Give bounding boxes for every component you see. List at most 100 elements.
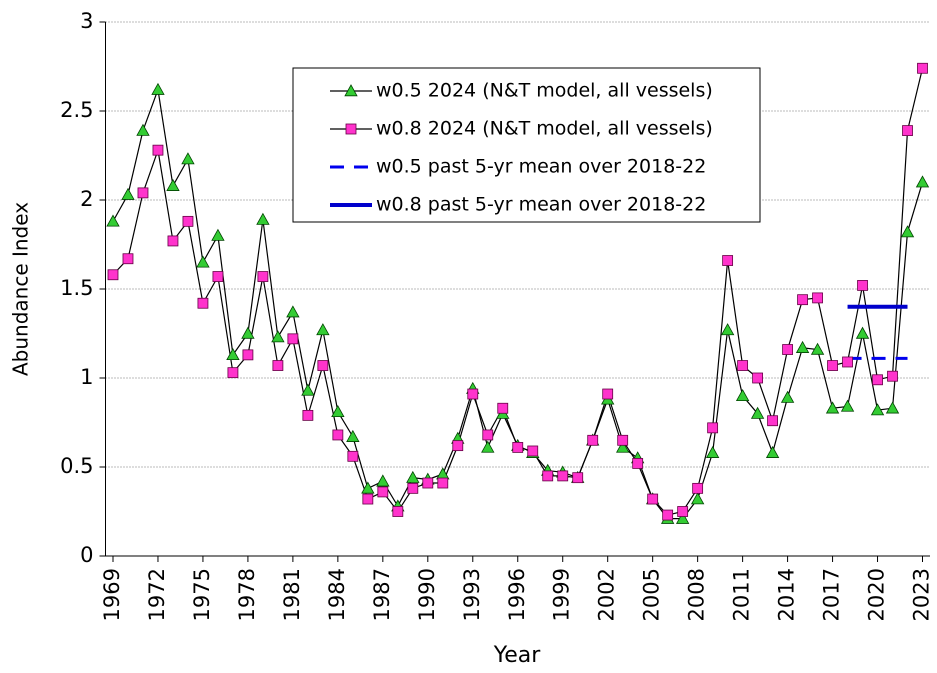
y-axis-label: Abundance Index xyxy=(9,202,33,376)
marker xyxy=(720,323,735,336)
marker xyxy=(137,187,149,199)
marker xyxy=(286,305,300,318)
marker xyxy=(482,429,494,441)
legend: w0.5 2024 (N&T model, all vessels) w0.8 2… xyxy=(292,67,761,223)
marker xyxy=(272,360,284,371)
marker xyxy=(377,486,389,498)
marker xyxy=(735,388,750,402)
marker xyxy=(527,445,539,457)
marker xyxy=(812,292,823,304)
marker xyxy=(467,388,479,400)
y-tick-label: 1.5 xyxy=(60,276,93,300)
marker xyxy=(825,401,840,414)
marker xyxy=(151,82,165,95)
marker xyxy=(750,406,765,419)
marker xyxy=(152,144,164,156)
y-tick-label: 0 xyxy=(80,543,93,567)
marker xyxy=(287,333,299,345)
marker xyxy=(107,269,119,281)
marker xyxy=(797,294,808,306)
marker xyxy=(602,388,614,400)
marker xyxy=(857,280,868,291)
marker xyxy=(840,399,855,412)
marker xyxy=(542,470,554,482)
marker xyxy=(885,401,900,414)
marker xyxy=(917,62,928,74)
x-axis-label: Year xyxy=(493,643,542,668)
marker xyxy=(870,403,885,416)
marker xyxy=(587,434,599,446)
marker xyxy=(345,123,357,135)
marker xyxy=(452,440,464,452)
marker xyxy=(632,458,644,469)
marker xyxy=(765,445,780,458)
marker xyxy=(271,330,285,343)
y-tick-label: 3 xyxy=(80,9,93,33)
marker xyxy=(767,415,778,427)
x-tick-label: 2020 xyxy=(865,568,889,621)
marker xyxy=(422,477,434,489)
marker xyxy=(900,225,915,238)
marker xyxy=(392,506,404,517)
x-tick-label: 1987 xyxy=(370,568,394,621)
marker xyxy=(887,370,898,382)
marker xyxy=(212,271,224,282)
marker xyxy=(647,493,659,505)
marker xyxy=(316,323,330,336)
marker xyxy=(780,390,795,403)
marker xyxy=(227,367,239,379)
marker xyxy=(855,326,870,339)
legend-box xyxy=(292,67,761,223)
marker xyxy=(346,429,360,442)
x-tick-label: 2023 xyxy=(910,568,934,621)
y-tick-label: 1 xyxy=(80,365,93,389)
legend-label: w0.5 past 5-yr mean over 2018-22 xyxy=(376,156,706,178)
legend-label: w0.8 past 5-yr mean over 2018-22 xyxy=(376,194,706,216)
x-tick-label: 2011 xyxy=(730,568,754,621)
x-tick-label: 1999 xyxy=(550,568,574,621)
x-tick-label: 1984 xyxy=(325,568,349,621)
marker xyxy=(810,342,825,355)
marker xyxy=(842,356,853,368)
marker xyxy=(782,344,793,355)
marker xyxy=(331,404,345,418)
marker xyxy=(690,492,705,505)
marker xyxy=(122,253,134,265)
x-tick-label: 2014 xyxy=(775,568,799,621)
marker xyxy=(197,297,209,309)
marker xyxy=(166,178,180,191)
marker xyxy=(344,84,358,97)
marker xyxy=(302,409,314,421)
marker xyxy=(915,175,930,188)
marker xyxy=(241,326,255,339)
marker xyxy=(557,470,569,482)
x-tick-label: 1975 xyxy=(190,568,214,621)
marker xyxy=(226,348,240,361)
marker xyxy=(347,450,359,462)
marker xyxy=(752,372,764,384)
x-tick-label: 2005 xyxy=(640,568,664,621)
x-tick-label: 1993 xyxy=(460,568,484,621)
x-tick-label: 2002 xyxy=(595,568,619,621)
marker xyxy=(512,442,524,453)
x-tick-label: 2017 xyxy=(820,568,844,621)
x-tick-label: 1981 xyxy=(280,568,304,621)
marker xyxy=(257,271,269,282)
marker xyxy=(167,235,179,247)
legend-label: w0.5 2024 (N&T model, all vessels) xyxy=(376,80,713,102)
marker xyxy=(481,440,495,453)
marker xyxy=(572,472,584,484)
marker xyxy=(106,214,120,227)
marker xyxy=(707,422,719,434)
x-tick-label: 2008 xyxy=(685,568,709,621)
marker xyxy=(136,123,150,136)
marker xyxy=(181,152,195,165)
marker xyxy=(722,255,734,266)
marker xyxy=(616,440,630,453)
marker xyxy=(362,493,374,505)
x-tick-label: 1990 xyxy=(415,568,439,621)
marker xyxy=(182,215,194,227)
marker xyxy=(497,402,509,414)
marker xyxy=(737,360,749,371)
